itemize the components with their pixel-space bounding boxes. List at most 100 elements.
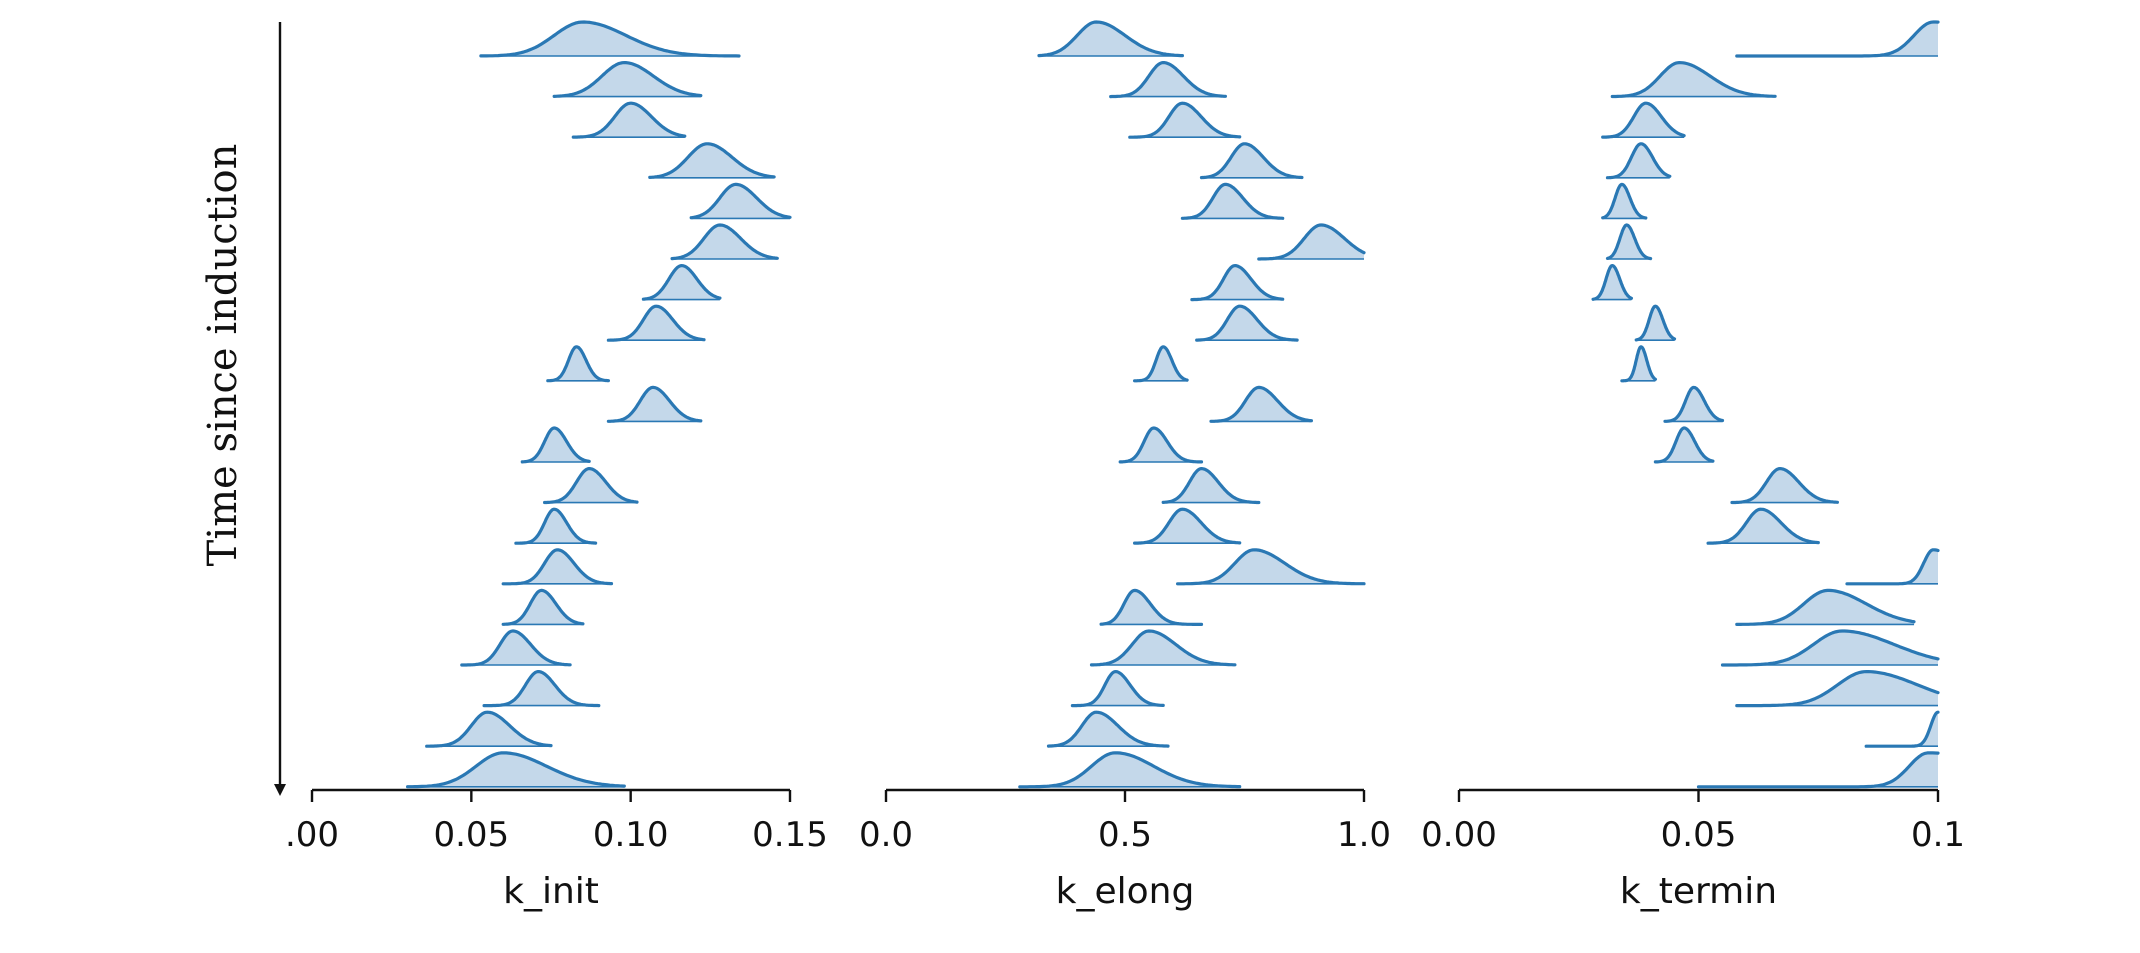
ridge-curve xyxy=(1037,20,1184,58)
x-tick-label: 0.00 xyxy=(1421,815,1497,855)
ridge-row xyxy=(1089,629,1237,667)
ridge-area xyxy=(1736,590,1914,625)
ridge-row xyxy=(1864,710,1940,748)
ridge-row xyxy=(1195,304,1299,342)
ridge-row xyxy=(1610,61,1777,99)
x-tick-label: 0.0 xyxy=(859,815,913,855)
ridge-area xyxy=(1722,631,1938,665)
ridge-row xyxy=(1190,264,1285,302)
ridge-row xyxy=(501,588,585,626)
ridge-area xyxy=(407,752,625,787)
ridge-curve xyxy=(406,751,626,789)
x-tick-label: 0.15 xyxy=(752,815,828,855)
ridge-row xyxy=(514,507,598,545)
ridge-curve xyxy=(1099,588,1204,626)
ridge-row xyxy=(1735,20,1940,58)
ridge-row xyxy=(1209,385,1313,423)
x-tick-label: 1.0 xyxy=(1337,815,1391,855)
ridge-area xyxy=(1655,428,1713,462)
ridge-curve xyxy=(1620,345,1657,383)
ridge-curve xyxy=(571,101,687,139)
ridge-curve xyxy=(1735,588,1916,626)
ridge-row xyxy=(689,182,792,220)
ridge-row xyxy=(1161,467,1261,505)
ridge-row xyxy=(1706,507,1820,545)
ridge-area xyxy=(1698,752,1938,787)
ridge-area xyxy=(426,712,551,747)
ridge-curve xyxy=(1180,182,1285,220)
ridge-area xyxy=(480,22,739,56)
ridge-area xyxy=(1091,631,1235,665)
ridge-area xyxy=(1039,22,1183,56)
ridge-area xyxy=(1847,549,1938,584)
ridge-curve xyxy=(1601,101,1686,139)
ridge-area xyxy=(1708,509,1819,544)
ridge-curve xyxy=(689,182,792,220)
ridge-curve xyxy=(1161,467,1261,505)
ridge-curve xyxy=(1706,507,1820,545)
ridge-row xyxy=(1653,426,1715,464)
ridge-curve xyxy=(552,61,703,98)
x-tick-label: 0.1 xyxy=(1911,815,1965,855)
ridge-row xyxy=(1099,588,1204,626)
ridge-curve xyxy=(1610,61,1777,99)
ridge-row xyxy=(1696,751,1940,789)
ridge-curve xyxy=(1696,751,1940,789)
ridge-area xyxy=(484,671,599,706)
ridge-row xyxy=(1133,507,1242,545)
ridge-row xyxy=(1720,629,1940,667)
ridge-row xyxy=(1601,182,1648,220)
ridge-area xyxy=(1134,346,1188,381)
ridge-area xyxy=(1866,712,1938,747)
ridge-row xyxy=(606,385,703,423)
x-tick-label: 0.10 xyxy=(593,815,669,855)
x-tick-label: 0.05 xyxy=(433,815,509,855)
ridge-row xyxy=(1046,710,1170,748)
ridge-row xyxy=(1128,101,1242,139)
ridge-area xyxy=(1134,509,1240,544)
ridge-row xyxy=(571,101,687,139)
ridge-curve xyxy=(1720,629,1940,667)
ridge-area xyxy=(1736,22,1938,56)
ridge-area xyxy=(554,62,701,97)
y-axis-label: Time since induction xyxy=(200,144,246,567)
ridge-row xyxy=(648,142,776,179)
ridge-row xyxy=(1663,385,1725,423)
ridge-area xyxy=(1211,387,1312,422)
ridge-curve xyxy=(1730,467,1839,505)
panel-k-elong: 0.0 0.5 1.0 k_elong xyxy=(859,20,1391,912)
ridge-area xyxy=(1665,387,1723,422)
ridge-area xyxy=(1163,468,1259,503)
ridge-curve xyxy=(1845,548,1940,586)
ridge-area xyxy=(1019,752,1240,787)
ridge-area xyxy=(1602,103,1685,138)
ridge-area xyxy=(1120,428,1202,462)
ridge-curve xyxy=(520,426,591,464)
ridge-row xyxy=(1605,223,1653,261)
ridge-curve xyxy=(1118,426,1204,464)
ridge-curve xyxy=(1199,142,1304,180)
x-axis-label: k_termin xyxy=(1620,871,1777,912)
ridge-area xyxy=(649,143,775,178)
ridge-area xyxy=(1182,184,1283,219)
ridge-area xyxy=(1736,671,1938,706)
ridge-curve xyxy=(1133,507,1242,545)
ridge-row xyxy=(520,426,591,464)
ridge-row xyxy=(1735,670,1940,708)
x-tick-label: 0.05 xyxy=(1661,815,1737,855)
ridge-row xyxy=(1199,142,1304,180)
ridge-area xyxy=(691,184,790,219)
ridge-curve xyxy=(1634,304,1677,342)
ridge-area xyxy=(1201,143,1302,178)
ridge-curve xyxy=(1128,101,1242,139)
ridge-area xyxy=(672,225,778,259)
ridge-row xyxy=(1605,142,1672,180)
ridge-curve xyxy=(501,588,585,626)
ridge-row xyxy=(1601,101,1686,139)
ridge-row xyxy=(1037,20,1184,58)
ridge-area xyxy=(461,631,571,665)
ridge-row xyxy=(406,751,626,789)
ridge-curve xyxy=(546,345,610,383)
ridge-area xyxy=(573,103,685,138)
